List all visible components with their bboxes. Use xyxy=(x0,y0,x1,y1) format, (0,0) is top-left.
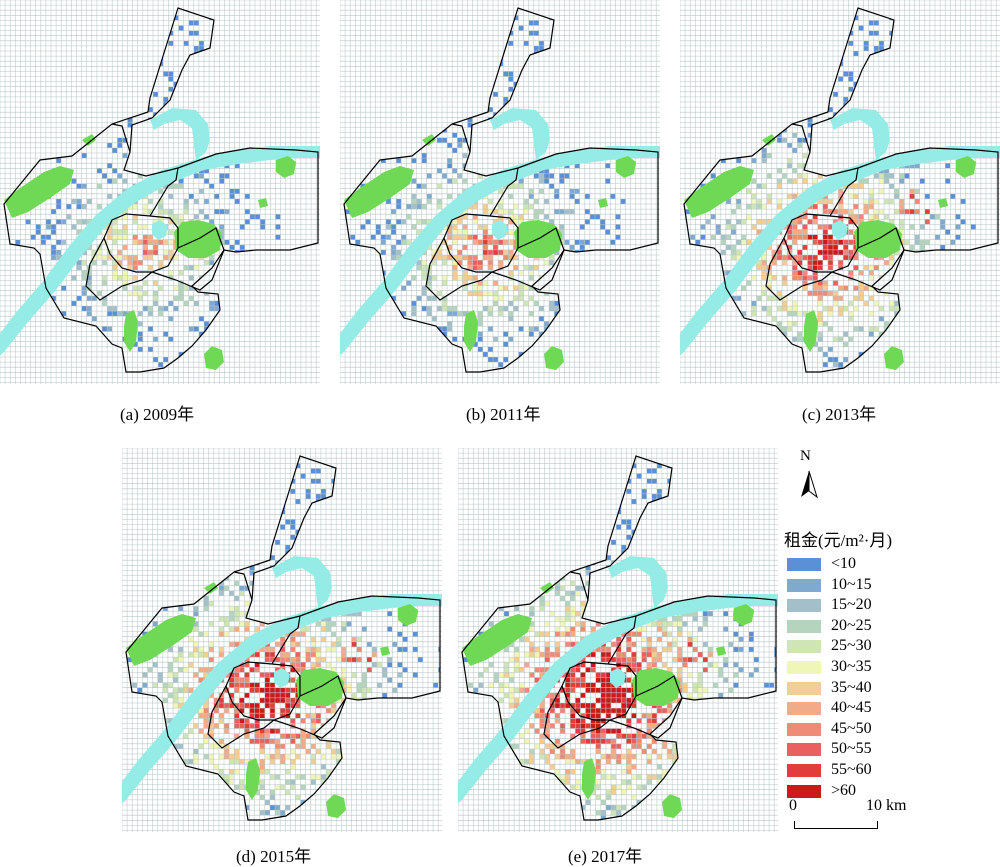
map-panel-e xyxy=(458,448,778,832)
map-b xyxy=(340,0,660,384)
legend-label: <10 xyxy=(831,555,856,573)
map-panel-d xyxy=(122,448,442,832)
scale-start-label: 0 xyxy=(789,797,797,815)
legend-label: 45~50 xyxy=(831,720,872,738)
legend-swatch xyxy=(787,661,821,674)
legend-swatch xyxy=(787,599,821,612)
legend-swatch xyxy=(787,682,821,695)
caption-a: (a) 2009年 xyxy=(120,400,194,425)
legend-label: 50~55 xyxy=(831,740,872,758)
legend-label: 40~45 xyxy=(831,699,872,717)
caption-b: (b) 2011年 xyxy=(466,400,540,425)
map-d xyxy=(122,448,442,832)
legend-swatch xyxy=(787,620,821,633)
north-arrow-icon xyxy=(793,453,823,503)
legend-label: >60 xyxy=(831,782,856,800)
scale-bar xyxy=(794,821,878,829)
map-panel-b xyxy=(340,0,660,384)
legend-title: 租金(元/m²·月) xyxy=(784,526,892,551)
legend-label: 35~40 xyxy=(831,679,872,697)
legend-label: 25~30 xyxy=(831,637,872,655)
legend-label: 55~60 xyxy=(831,761,872,779)
legend-swatch xyxy=(787,785,821,798)
map-panel-c xyxy=(680,0,1000,384)
legend-swatch xyxy=(787,743,821,756)
map-a xyxy=(0,0,320,384)
map-c xyxy=(680,0,1000,384)
map-panel-a xyxy=(0,0,320,384)
legend-swatch xyxy=(787,723,821,736)
caption-d: (d) 2015年 xyxy=(236,842,311,867)
map-e xyxy=(458,448,778,832)
caption-e: (e) 2017年 xyxy=(568,842,642,867)
legend-swatch xyxy=(787,702,821,715)
caption-c: (c) 2013年 xyxy=(802,400,876,425)
scale-end-label: 10 km xyxy=(866,797,906,815)
legend-swatch xyxy=(787,764,821,777)
legend-swatch xyxy=(787,579,821,592)
legend-swatch xyxy=(787,558,821,571)
legend-label: 30~35 xyxy=(831,658,872,676)
legend-swatch xyxy=(787,640,821,653)
legend-label: 10~15 xyxy=(831,576,872,594)
legend-label: 20~25 xyxy=(831,617,872,635)
legend-label: 15~20 xyxy=(831,596,872,614)
